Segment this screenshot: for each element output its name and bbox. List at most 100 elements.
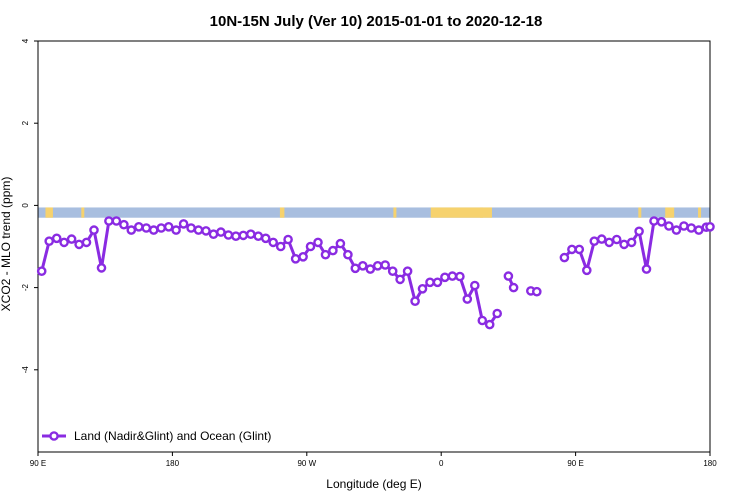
ocean-strip bbox=[38, 207, 710, 218]
data-point bbox=[679, 221, 689, 231]
legend: Land (Nadir&Glint) and Ocean (Glint) bbox=[42, 429, 271, 443]
x-tick-label: 90 E bbox=[30, 459, 46, 468]
data-point bbox=[148, 225, 159, 235]
data-point bbox=[611, 234, 622, 245]
y-axis: -4 -2 0 2 4 bbox=[21, 38, 38, 373]
data-point bbox=[365, 264, 376, 274]
data-point bbox=[656, 216, 667, 227]
data-point bbox=[171, 225, 181, 235]
data-point bbox=[604, 237, 615, 248]
data-point bbox=[425, 277, 435, 288]
data-point bbox=[245, 229, 256, 239]
data-point bbox=[380, 260, 391, 270]
data-point bbox=[447, 271, 458, 281]
data-point bbox=[634, 226, 644, 237]
data-point bbox=[328, 245, 338, 256]
data-point bbox=[89, 225, 99, 235]
land-strip bbox=[81, 207, 85, 218]
x-tick-label: 0 bbox=[439, 459, 444, 468]
land-strip bbox=[638, 207, 642, 218]
data-point bbox=[208, 229, 219, 239]
data-point bbox=[320, 249, 331, 260]
y-tick-label: 0 bbox=[21, 203, 30, 208]
data-point bbox=[705, 221, 715, 232]
data-point bbox=[44, 236, 55, 246]
x-tick-label: 90 W bbox=[297, 459, 316, 468]
data-point bbox=[81, 237, 92, 248]
data-point bbox=[432, 277, 443, 288]
data-point bbox=[74, 239, 84, 250]
data-point bbox=[462, 294, 473, 304]
data-point bbox=[216, 227, 226, 237]
data-point bbox=[686, 223, 697, 233]
plot-frame bbox=[37, 40, 711, 453]
data-point bbox=[223, 230, 234, 240]
data-point bbox=[649, 216, 659, 226]
data-point bbox=[283, 234, 293, 245]
data-point bbox=[619, 239, 629, 250]
data-point bbox=[664, 221, 674, 231]
data-point bbox=[104, 216, 114, 226]
data-point bbox=[275, 241, 286, 252]
data-point bbox=[596, 234, 607, 244]
data-point bbox=[387, 266, 398, 277]
data-point bbox=[119, 219, 129, 230]
data-point bbox=[559, 252, 570, 263]
data-point bbox=[626, 237, 637, 248]
y-tick-label: 4 bbox=[21, 38, 30, 43]
data-point bbox=[111, 216, 122, 226]
data-point bbox=[163, 221, 174, 232]
data-point bbox=[589, 236, 600, 246]
data-point bbox=[66, 234, 77, 244]
data-point bbox=[395, 274, 405, 285]
x-tick-label: 180 bbox=[703, 459, 717, 468]
land-strip bbox=[480, 207, 492, 218]
data-point bbox=[51, 233, 62, 244]
series-layer bbox=[36, 216, 715, 330]
data-point bbox=[343, 249, 353, 260]
legend-marker-swatch bbox=[49, 431, 59, 441]
data-point bbox=[298, 251, 308, 262]
data-point bbox=[532, 286, 542, 297]
data-point bbox=[402, 266, 413, 277]
data-point bbox=[469, 280, 480, 291]
y-tick-label: -4 bbox=[21, 366, 30, 374]
data-point bbox=[260, 233, 271, 244]
x-axis: 90 E 180 90 W 0 90 E 180 bbox=[30, 452, 717, 468]
data-point bbox=[357, 260, 368, 271]
data-point bbox=[290, 253, 301, 264]
data-point bbox=[694, 225, 704, 235]
data-point bbox=[253, 231, 264, 241]
land-ocean-band bbox=[38, 207, 710, 218]
data-point bbox=[574, 244, 585, 255]
data-point bbox=[671, 225, 682, 235]
data-point bbox=[567, 244, 577, 255]
data-point bbox=[178, 219, 189, 229]
data-point bbox=[335, 238, 346, 249]
y-tick-label: 2 bbox=[21, 120, 30, 125]
data-point bbox=[133, 221, 144, 232]
land-strip bbox=[279, 207, 285, 218]
land-strip bbox=[45, 207, 53, 218]
data-point bbox=[582, 265, 592, 276]
x-tick-label: 90 E bbox=[567, 459, 583, 468]
data-point bbox=[59, 237, 69, 248]
data-point bbox=[440, 272, 450, 283]
data-point bbox=[508, 282, 519, 293]
legend-label: Land (Nadir&Glint) and Ocean (Glint) bbox=[74, 429, 271, 443]
data-point bbox=[503, 271, 514, 281]
data-point bbox=[305, 241, 316, 252]
data-point bbox=[193, 225, 204, 235]
land-strip bbox=[430, 207, 484, 218]
data-point bbox=[641, 264, 652, 274]
data-point bbox=[126, 225, 137, 235]
data-point bbox=[372, 260, 383, 271]
data-point bbox=[186, 223, 196, 233]
data-point bbox=[231, 231, 241, 241]
data-point bbox=[492, 308, 503, 319]
data-point bbox=[410, 296, 420, 307]
y-axis-label: XCO2 - MLO trend (ppm) bbox=[0, 177, 13, 312]
data-point bbox=[238, 230, 249, 241]
land-strip bbox=[393, 207, 397, 218]
